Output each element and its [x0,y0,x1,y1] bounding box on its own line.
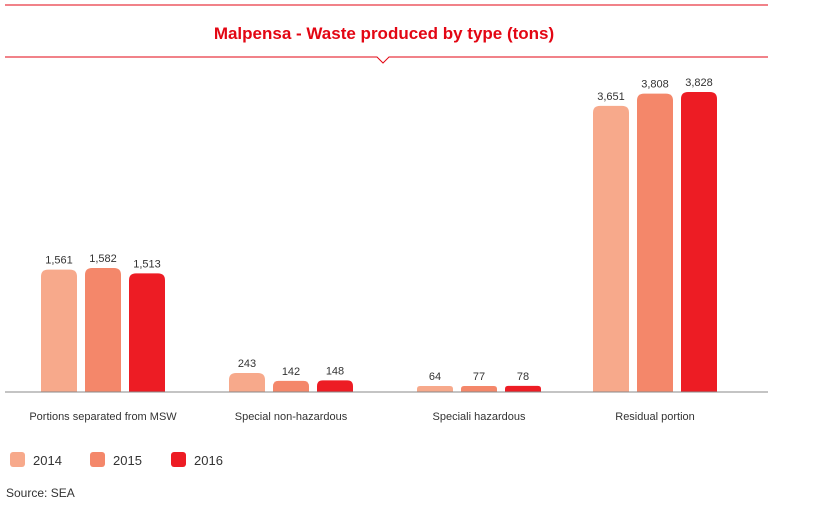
bar-2015-2 [461,385,497,392]
bars-group [41,92,717,393]
category-label-0: Portions separated from MSW [29,411,177,423]
legend-swatch-2014 [10,452,25,467]
data-label-2014-3: 3,651 [597,91,625,103]
bar-2016-1 [317,380,353,392]
source-note: Source: SEA [6,486,75,500]
bar-2014-1 [229,372,265,392]
chart-title: Malpensa - Waste produced by type (tons) [214,24,554,43]
bar-2016-3 [681,92,717,392]
category-label-2: Speciali hazardous [433,411,526,423]
bar-2014-0 [41,269,77,392]
data-label-2015-2: 77 [473,371,485,383]
data-label-2016-2: 78 [517,371,529,383]
data-label-2015-3: 3,808 [641,79,669,91]
bar-2016-0 [129,273,165,392]
legend-label-2015: 2015 [113,453,142,468]
legend-label-2016: 2016 [194,453,223,468]
data-label-2015-0: 1,582 [89,253,117,265]
data-label-2014-1: 243 [238,358,256,370]
title-bottom-rule [5,56,768,64]
legend-swatch-2015 [90,452,105,467]
bar-2015-3 [637,93,673,393]
bar-2016-2 [505,385,541,392]
legend-label-2014: 2014 [33,453,62,468]
data-label-2016-3: 3,828 [685,77,713,89]
data-label-2016-1: 148 [326,365,344,377]
bar-2014-2 [417,386,453,392]
data-label-2014-0: 1,561 [45,255,73,267]
data-label-2016-0: 1,513 [133,258,161,270]
data-label-2014-2: 64 [429,371,441,383]
category-labels-group: Portions separated from MSW Special non-h… [29,411,694,423]
category-label-1: Special non-hazardous [235,411,348,423]
bar-2015-0 [85,268,121,392]
legend: 2014 2015 2016 [10,452,223,468]
legend-swatch-2016 [171,452,186,467]
data-label-2015-1: 142 [282,366,300,378]
value-labels-group: 1,561 1,582 1,513 243 142 148 64 77 78 3,651 3,808… [45,77,713,383]
bar-2015-1 [273,380,309,392]
category-label-3: Residual portion [615,411,695,423]
bar-2014-3 [593,105,629,393]
